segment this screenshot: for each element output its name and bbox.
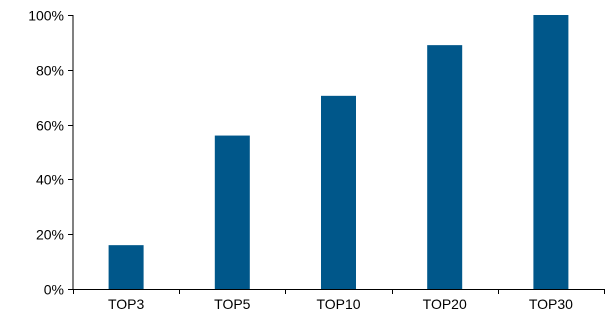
x-tick-label: TOP20 (423, 296, 467, 312)
x-axis: TOP3 TOP5 TOP10 TOP20 TOP30 (73, 289, 605, 312)
y-tick-label: 0% (44, 282, 64, 298)
bar-top20 (427, 45, 463, 289)
y-tick-label: 60% (36, 118, 64, 134)
bar-top30 (533, 15, 569, 289)
y-axis: 0% 20% 40% 60% 80% 100% (28, 8, 74, 298)
y-tick-label: 20% (36, 227, 64, 243)
bar-top3 (108, 245, 144, 289)
bar-top10 (321, 95, 356, 289)
y-tick-label: 80% (36, 63, 64, 79)
bar-top5 (214, 135, 250, 289)
x-tick-label: TOP5 (214, 296, 251, 312)
y-tick-label: 100% (28, 8, 64, 24)
x-tick-label: TOP30 (529, 296, 573, 312)
x-tick-label: TOP10 (316, 296, 360, 312)
bars (108, 15, 569, 289)
y-tick-label: 40% (36, 172, 64, 188)
x-tick-label: TOP3 (108, 296, 145, 312)
